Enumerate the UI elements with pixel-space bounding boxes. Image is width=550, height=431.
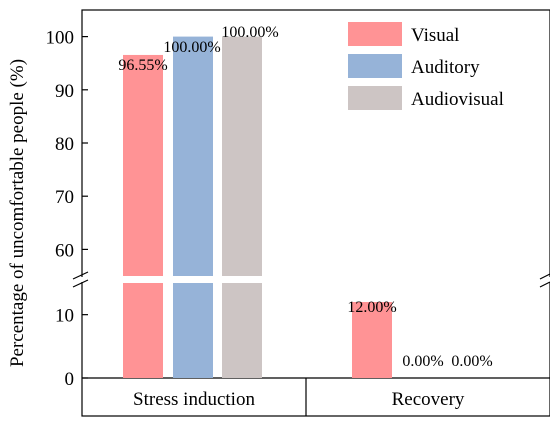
legend-label-audiovisual: Audiovisual [411, 89, 504, 110]
y-tick-label: 10 [55, 306, 74, 327]
bar-visual [352, 302, 392, 378]
legend-swatch-auditory [348, 54, 402, 78]
y-tick-label: 70 [55, 187, 74, 208]
y-tick-label: 60 [55, 240, 74, 261]
data-label: 12.00% [347, 299, 396, 316]
y-tick-label: 100 [46, 28, 75, 49]
x-tick-label: Recovery [392, 389, 465, 410]
legend-label-auditory: Auditory [411, 57, 480, 78]
axis-break-gap-right [542, 277, 550, 282]
data-label: 96.55% [118, 57, 167, 74]
axis-break-mark [539, 281, 550, 288]
legend-swatch-visual [348, 22, 402, 46]
y-tick-label: 90 [55, 81, 74, 102]
x-tick-label: Stress induction [133, 389, 255, 410]
bar-audiovisual-lower [222, 283, 262, 378]
y-tick-label: 0 [65, 369, 75, 390]
axis-break-mark [539, 273, 550, 280]
data-label: 100.00% [221, 24, 278, 41]
legend-swatch-audiovisual [348, 86, 402, 110]
plot-frame [81, 9, 550, 417]
bar-audiovisual-upper [222, 36, 262, 276]
legend-label-visual: Visual [411, 25, 459, 46]
bar-auditory-lower [173, 283, 213, 378]
y-axis-label: Percentage of uncomfortable people (%) [7, 59, 28, 367]
bar-visual-upper [123, 54, 163, 277]
axis-break-gap-left [72, 277, 86, 282]
data-label: 0.00% [402, 353, 443, 370]
y-tick-label: 80 [55, 134, 74, 155]
axis-break-mark [72, 271, 89, 280]
data-label: 100.00% [163, 39, 220, 56]
axis-break-mark [72, 279, 89, 288]
bar-visual-lower [123, 283, 163, 378]
data-label: 0.00% [451, 353, 492, 370]
bar-auditory-upper [173, 36, 213, 276]
